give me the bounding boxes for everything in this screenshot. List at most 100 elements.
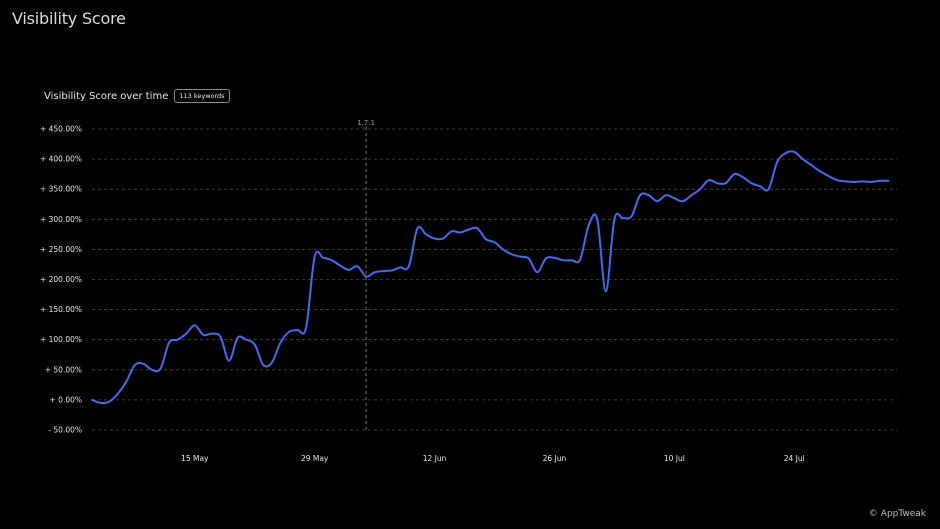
data-point: [400, 267, 401, 268]
data-point: [443, 238, 444, 239]
data-point: [425, 234, 426, 235]
data-point: [246, 339, 247, 340]
data-point: [460, 232, 461, 233]
chart-title: Visibility Score over time: [44, 90, 169, 102]
data-point: [819, 171, 820, 172]
y-tick-label: + 100.00%: [40, 335, 82, 344]
data-point: [708, 180, 709, 181]
data-point: [639, 195, 640, 196]
data-point: [254, 344, 255, 345]
data-point: [280, 342, 281, 343]
x-tick-label: 29 May: [301, 454, 329, 463]
data-point: [485, 239, 486, 240]
data-point: [177, 339, 178, 340]
data-point: [237, 337, 238, 338]
data-point: [528, 258, 529, 259]
y-tick-label: + 150.00%: [40, 305, 82, 314]
data-point: [434, 238, 435, 239]
data-point: [314, 256, 315, 257]
data-point: [134, 364, 135, 365]
data-point: [228, 360, 229, 361]
data-point: [151, 369, 152, 370]
release-marker-label: 1.7.1: [357, 119, 375, 127]
data-point: [888, 180, 889, 181]
data-point: [263, 364, 264, 365]
data-point: [554, 257, 555, 258]
data-point: [374, 272, 375, 273]
data-point: [614, 219, 615, 220]
data-point: [143, 363, 144, 364]
data-point: [220, 336, 221, 337]
copyright-icon: ©: [868, 509, 878, 519]
data-point: [742, 177, 743, 178]
x-tick-label: 15 May: [181, 454, 209, 463]
data-point: [537, 272, 538, 273]
data-point: [494, 242, 495, 243]
data-point: [297, 329, 298, 330]
data-point: [109, 401, 110, 402]
x-tick-label: 10 Jul: [664, 454, 685, 463]
data-point: [580, 259, 581, 260]
data-point: [828, 175, 829, 176]
data-point: [451, 231, 452, 232]
data-point: [854, 181, 855, 182]
data-point: [468, 229, 469, 230]
data-point: [879, 180, 880, 181]
data-point: [674, 198, 675, 199]
data-point: [768, 189, 769, 190]
y-tick-label: + 450.00%: [40, 125, 82, 134]
data-point: [117, 393, 118, 394]
data-point: [417, 228, 418, 229]
data-point: [348, 269, 349, 270]
page-title: Visibility Score: [12, 9, 126, 28]
y-tick-label: + 400.00%: [40, 155, 82, 164]
data-point: [648, 195, 649, 196]
y-tick-label: - 50.00%: [48, 426, 82, 435]
y-tick-label: + 200.00%: [40, 275, 82, 284]
data-point: [597, 219, 598, 220]
x-tick-label: 24 Jul: [784, 454, 805, 463]
data-point: [186, 333, 187, 334]
data-point: [160, 368, 161, 369]
y-tick-label: + 250.00%: [40, 245, 82, 254]
keywords-badge[interactable]: 113 keywords: [174, 89, 230, 103]
data-point: [357, 266, 358, 267]
data-point: [383, 270, 384, 271]
y-tick-label: + 50.00%: [45, 365, 82, 374]
data-point: [836, 180, 837, 181]
data-point: [622, 217, 623, 218]
footer-credit: © AppTweak: [869, 509, 926, 519]
data-point: [665, 195, 666, 196]
data-point: [699, 189, 700, 190]
data-point: [100, 402, 101, 403]
data-point: [288, 331, 289, 332]
data-point: [545, 258, 546, 259]
data-point: [168, 342, 169, 343]
data-point: [657, 201, 658, 202]
data-point: [631, 216, 632, 217]
data-point: [871, 181, 872, 182]
data-point: [194, 325, 195, 326]
data-point: [785, 152, 786, 153]
chart-header: Visibility Score over time 113 keywords: [44, 89, 230, 103]
data-point: [477, 228, 478, 229]
data-point: [562, 260, 563, 261]
data-point: [365, 276, 366, 277]
data-point: [845, 181, 846, 182]
series-line: [91, 150, 890, 405]
data-point: [340, 265, 341, 266]
x-tick-label: 26 Jun: [543, 454, 567, 463]
data-point: [759, 186, 760, 187]
data-point: [408, 266, 409, 267]
y-tick-label: + 350.00%: [40, 185, 82, 194]
data-point: [725, 183, 726, 184]
data-point: [305, 327, 306, 328]
data-point: [777, 162, 778, 163]
data-point: [511, 254, 512, 255]
data-point: [520, 256, 521, 257]
data-point: [323, 257, 324, 258]
data-point: [502, 249, 503, 250]
data-point: [331, 260, 332, 261]
data-point: [605, 291, 606, 292]
